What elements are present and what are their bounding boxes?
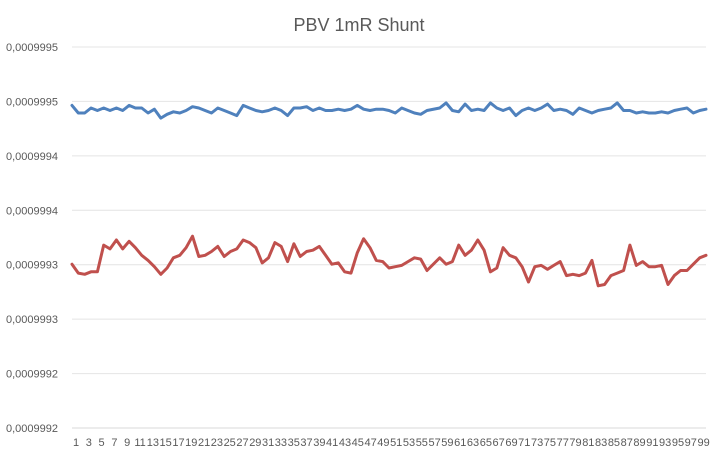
x-tick-label: 55 [416, 437, 428, 449]
x-tick-label: 93 [659, 437, 671, 449]
x-tick-label: 69 [505, 437, 517, 449]
x-tick-label: 41 [326, 437, 338, 449]
x-tick-label: 59 [441, 437, 453, 449]
x-tick-label: 23 [211, 437, 223, 449]
x-tick-label: 77 [557, 437, 569, 449]
x-tick-label: 91 [646, 437, 658, 449]
x-tick-label: 29 [249, 437, 261, 449]
x-tick-label: 47 [364, 437, 376, 449]
x-tick-label: 35 [288, 437, 300, 449]
x-tick-label: 9 [124, 437, 130, 449]
y-tick-label: 0,0009992 [6, 423, 58, 435]
x-tick-label: 73 [531, 437, 543, 449]
x-tick-label: 83 [595, 437, 607, 449]
x-tick-label: 49 [377, 437, 389, 449]
x-tick-label: 43 [339, 437, 351, 449]
x-tick-label: 37 [300, 437, 312, 449]
x-tick-label: 63 [467, 437, 479, 449]
x-tick-label: 11 [134, 437, 145, 449]
x-tick-label: 89 [633, 437, 645, 449]
x-tick-label: 15 [160, 437, 172, 449]
y-tick-label: 0,0009993 [6, 314, 58, 326]
x-tick-label: 95 [672, 437, 684, 449]
x-tick-label: 51 [390, 437, 402, 449]
x-tick-label: 67 [493, 437, 505, 449]
x-tick-label: 71 [518, 437, 530, 449]
series-line-2 [70, 234, 708, 288]
x-tick-label: 33 [275, 437, 287, 449]
x-tick-label: 1 [73, 437, 79, 449]
x-tick-label: 65 [480, 437, 492, 449]
x-tick-label: 45 [352, 437, 364, 449]
y-tick-label: 0,0009993 [6, 260, 58, 272]
y-tick-label: 0,0009992 [6, 369, 58, 381]
x-tick-label: 53 [403, 437, 415, 449]
x-tick-label: 5 [99, 437, 105, 449]
series-lines [70, 101, 708, 288]
x-tick-label: 79 [569, 437, 581, 449]
x-tick-label: 57 [429, 437, 441, 449]
x-tick-label: 61 [454, 437, 466, 449]
x-tick-label: 7 [111, 437, 117, 449]
x-tick-label: 85 [608, 437, 620, 449]
chart-title: PBV 1mR Shunt [293, 15, 424, 35]
x-tick-label: 27 [236, 437, 248, 449]
x-tick-label: 19 [185, 437, 197, 449]
x-axis-tick-labels: 1 3 5 7 9 11 13 15 17 19 21 23 25 27 29 31 33 35 37 39 41 43 4… [73, 437, 710, 449]
y-tick-label: 0,0009994 [6, 205, 58, 217]
x-tick-label: 13 [147, 437, 159, 449]
series-line-1 [70, 101, 708, 120]
x-tick-label: 39 [313, 437, 325, 449]
x-tick-label: 97 [685, 437, 697, 449]
x-tick-label: 3 [86, 437, 92, 449]
y-tick-label: 0,0009995 [6, 42, 58, 54]
y-tick-label: 0,0009995 [6, 96, 58, 108]
x-tick-label: 21 [198, 437, 210, 449]
x-tick-label: 99 [697, 437, 709, 449]
x-tick-label: 31 [262, 437, 274, 449]
x-tick-label: 25 [224, 437, 236, 449]
x-tick-label: 75 [544, 437, 556, 449]
x-tick-label: 17 [172, 437, 184, 449]
y-tick-label: 0,0009994 [6, 151, 58, 163]
x-tick-label: 87 [621, 437, 633, 449]
gridlines [72, 46, 706, 429]
y-axis-tick-labels: 0,0009992 0,0009992 0,0009993 0,0009993 0,00… [6, 42, 58, 435]
x-tick-label: 81 [582, 437, 594, 449]
